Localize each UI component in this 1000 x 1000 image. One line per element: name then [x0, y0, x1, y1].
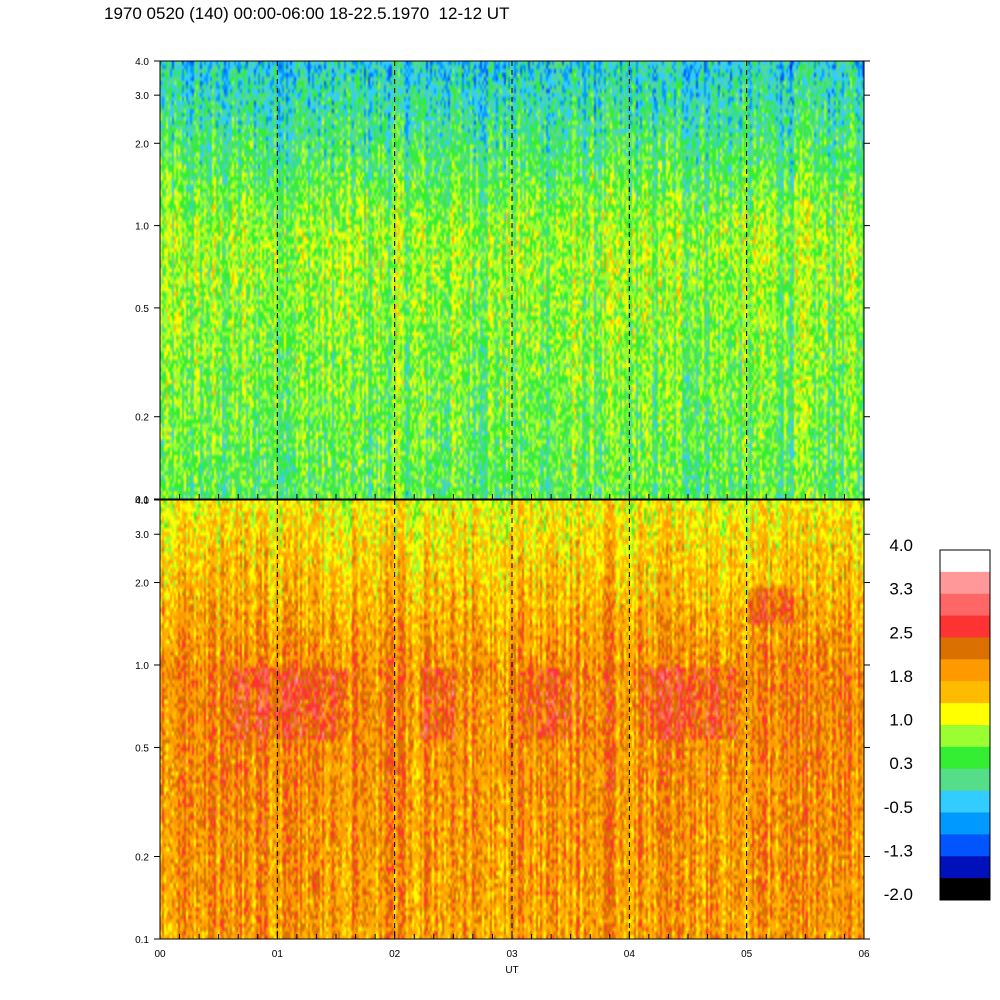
- y-tick-label: 0.1: [135, 935, 149, 946]
- colorbar-swatch: [940, 834, 990, 857]
- colorbar-label: 3.3: [889, 580, 913, 599]
- x-tick-label: 06: [858, 949, 870, 960]
- colorbar-swatch: [940, 812, 990, 835]
- colorbar-swatch: [940, 637, 990, 660]
- page-title: 1970 0520 (140) 00:00-06:00 18-22.5.1970…: [104, 4, 510, 23]
- x-tick-label: 02: [389, 949, 401, 960]
- colorbar-swatch: [940, 768, 990, 792]
- colorbar-label: 2.5: [889, 623, 913, 642]
- colorbar-swatch: [940, 659, 990, 682]
- y-tick-label: 0.5: [135, 743, 149, 754]
- x-tick-label: 00: [154, 949, 166, 960]
- colorbar-swatch: [940, 703, 990, 726]
- colorbar-swatch: [940, 878, 990, 901]
- colorbar-swatch: [940, 790, 990, 813]
- x-tick-label: 04: [624, 949, 636, 960]
- colorbar-label: -0.5: [884, 798, 913, 817]
- axes-group: 0.10.20.51.02.03.04.00.10.20.51.02.03.04…: [135, 57, 870, 976]
- colorbar: 4.0 3.3 2.5 1.8 1.0 0.3 -0.5 -1.3 -2.0: [884, 536, 991, 904]
- y-tick-label: 0.2: [135, 413, 149, 424]
- y-tick-label: 0.5: [135, 304, 149, 315]
- colorbar-swatch: [940, 571, 990, 595]
- colorbar-label: 0.3: [889, 754, 913, 773]
- colorbar-label: 1.8: [889, 667, 913, 686]
- x-axis-label: UT: [505, 965, 518, 976]
- colorbar-swatch: [940, 615, 990, 638]
- y-tick-label: 4.0: [135, 496, 149, 507]
- colorbar-swatch: [940, 550, 990, 573]
- colorbar-swatch: [940, 856, 990, 879]
- colorbar-label: 4.0: [889, 536, 913, 555]
- colorbar-label: -1.3: [884, 841, 913, 860]
- y-tick-label: 4.0: [135, 57, 149, 68]
- y-tick-label: 1.0: [135, 222, 149, 233]
- y-tick-label: 2.0: [135, 578, 149, 589]
- y-tick-label: 0.2: [135, 853, 149, 864]
- y-tick-label: 1.0: [135, 661, 149, 672]
- colorbar-label: 1.0: [889, 711, 913, 730]
- colorbar-swatch: [940, 681, 990, 704]
- y-tick-label: 2.0: [135, 139, 149, 150]
- colorbar-frame: [939, 549, 991, 901]
- colorbar-swatch: [940, 593, 990, 617]
- y-tick-label: 0.1: [135, 495, 149, 506]
- x-tick-label: 01: [272, 949, 284, 960]
- colorbar-label: -2.0: [884, 885, 913, 904]
- y-tick-label: 3.0: [135, 530, 149, 541]
- x-tick-label: 03: [506, 949, 518, 960]
- x-tick-label: 05: [741, 949, 753, 960]
- colorbar-swatch: [940, 746, 990, 770]
- colorbar-swatch: [940, 725, 990, 748]
- y-tick-label: 3.0: [135, 91, 149, 102]
